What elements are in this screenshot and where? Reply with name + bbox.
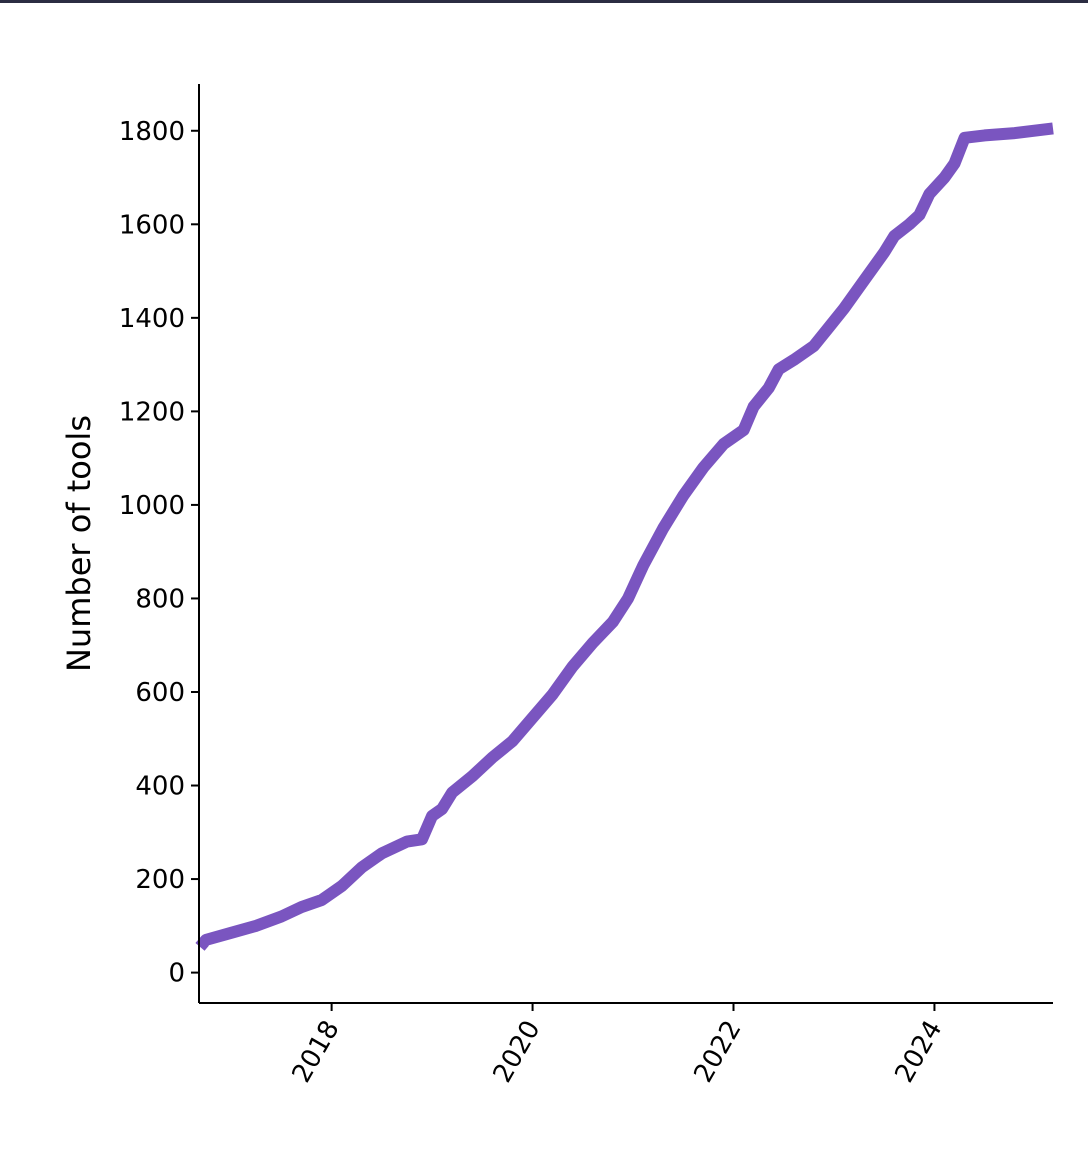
y-tick-label: 400 (135, 772, 185, 802)
y-tick-label: 0 (168, 959, 185, 989)
x-tick-label: 2018 (287, 1016, 346, 1088)
y-axis-title: Number of tools (60, 415, 98, 672)
y-tick-label: 1400 (119, 304, 185, 334)
y-tick-label: 800 (135, 584, 185, 614)
y-tick-label: 1800 (119, 117, 185, 147)
y-tick-label: 1600 (119, 210, 185, 240)
y-tick-label: 1200 (119, 397, 185, 427)
y-tick-label: 1000 (119, 491, 185, 521)
series-line-0 (195, 122, 1054, 951)
top-bar (0, 0, 1088, 3)
x-tick-label: 2020 (488, 1016, 547, 1088)
x-tick-label: 2024 (889, 1016, 948, 1088)
y-tick-label: 200 (135, 865, 185, 895)
x-tick-label: 2022 (688, 1016, 747, 1088)
y-tick-label: 600 (135, 678, 185, 708)
